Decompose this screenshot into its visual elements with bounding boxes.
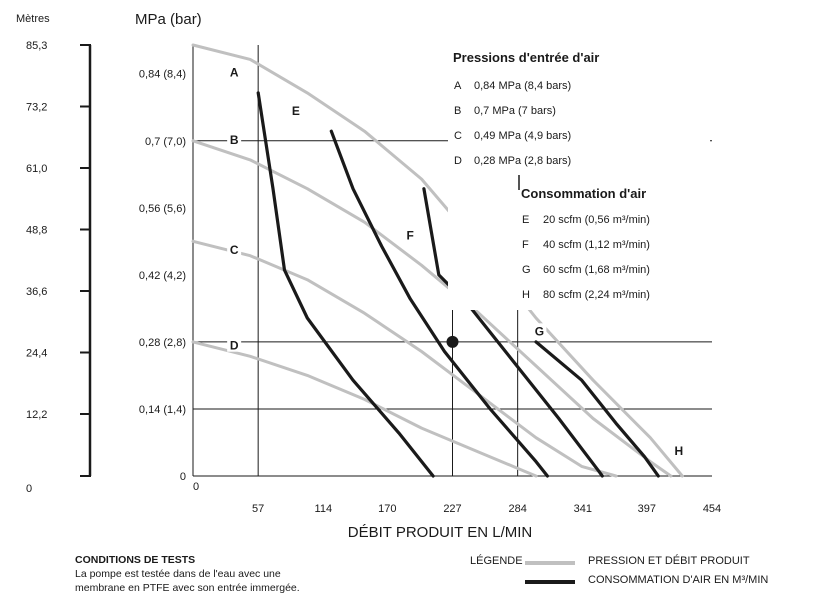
legend-swatch-air — [525, 580, 575, 584]
series-label-F: F — [407, 229, 414, 243]
pressures-legend-key: C — [454, 130, 462, 142]
air-legend-text: 80 scfm (2,24 m³/min) — [543, 289, 650, 301]
left-axis-tick-label: 0 — [26, 483, 32, 495]
left-axis-tick-label: 36,6 — [26, 286, 47, 298]
y-tick-label: 0,28 (2,8) — [139, 337, 186, 349]
series-label-bg — [671, 443, 686, 458]
x-tick-label: 0 — [193, 481, 199, 493]
legend-label: LÉGENDE — [470, 555, 523, 567]
series-line-F — [329, 129, 549, 478]
x-tick-label: 284 — [508, 503, 526, 515]
series-label-A: A — [230, 66, 239, 80]
series-label-D: D — [230, 339, 239, 353]
air-legend-key: G — [522, 264, 531, 276]
series-line-H — [534, 340, 660, 478]
series-line-C — [191, 239, 618, 478]
series-line-G — [422, 187, 604, 478]
air-legend-text: 40 scfm (1,12 m³/min) — [543, 239, 650, 251]
y-tick-label: 0,84 (8,4) — [139, 69, 186, 81]
y-tick-label: 0 — [180, 471, 186, 483]
left-axis-tick-label: 85,3 — [26, 40, 47, 52]
in-chart-legend-bg — [448, 40, 710, 310]
y-tick-label: 0,14 (1,4) — [139, 404, 186, 416]
y-tick-label: 0,56 (5,6) — [139, 203, 186, 215]
x-tick-label: 227 — [443, 503, 461, 515]
pressures-legend-text: 0,84 MPa (8,4 bars) — [474, 80, 571, 92]
series-label-bg — [532, 323, 547, 338]
air-legend-key: F — [522, 239, 529, 251]
x-axis-title: DÉBIT PRODUIT EN L/MIN — [348, 524, 532, 541]
pressures-legend-key: A — [454, 80, 462, 92]
y-tick-label: 0,7 (7,0) — [145, 136, 186, 148]
series-label-H: H — [675, 444, 684, 458]
air-legend-text: 20 scfm (0,56 m³/min) — [543, 214, 650, 226]
left-axis-tick-label: 73,2 — [26, 102, 47, 114]
series-line-E — [256, 91, 435, 478]
left-axis-tick-label: 48,8 — [26, 225, 47, 237]
x-tick-label: 114 — [315, 503, 333, 515]
series-label-G: G — [535, 324, 544, 338]
legend-text-air: CONSOMMATION D'AIR EN M³/MIN — [588, 574, 769, 586]
series-line-D — [191, 340, 538, 478]
pressures-legend-key: B — [454, 105, 461, 117]
test-conditions-title: CONDITIONS DE TESTS — [75, 554, 196, 566]
air-legend-text: 60 scfm (1,68 m³/min) — [543, 264, 650, 276]
in-chart-legend: Pressions d'entrée d'air A 0,84 MPa (8,4 b… — [448, 40, 710, 310]
series-labels: A B C D E F G H — [227, 64, 686, 458]
legend: LÉGENDE PRESSION ET DÉBIT PRODUIT CONSOM… — [470, 553, 810, 593]
test-conditions: CONDITIONS DE TESTS La pompe est testée … — [75, 553, 395, 595]
legend-text-pressure: PRESSION ET DÉBIT PRODUIT — [588, 555, 750, 567]
pressures-legend-text: 0,28 MPa (2,8 bars) — [474, 155, 571, 167]
y-axis-title: MPa (bar) — [135, 11, 202, 28]
left-axis-title: Mètres — [16, 13, 50, 25]
x-tick-label: 454 — [703, 503, 721, 515]
x-tick-label: 57 — [252, 503, 264, 515]
series-label-bg — [227, 241, 242, 256]
pressures-legend-key: D — [454, 155, 462, 167]
x-tick-label: 170 — [378, 503, 396, 515]
pressures-legend-text: 0,49 MPa (4,9 bars) — [474, 130, 571, 142]
x-tick-label: 341 — [574, 503, 592, 515]
series-label-bg — [227, 64, 242, 79]
air-legend-key: E — [522, 214, 529, 226]
series-label-bg — [227, 337, 242, 352]
operating-point-marker — [446, 335, 459, 348]
x-tick-label: 397 — [638, 503, 656, 515]
y-tick-label: 0,42 (4,2) — [139, 270, 186, 282]
left-axis-tick-label: 24,4 — [26, 348, 47, 360]
left-axis-tick-label: 61,0 — [26, 163, 47, 175]
pressures-legend-text: 0,7 MPa (7 bars) — [474, 105, 556, 117]
left-axis-tick-label: 12,2 — [26, 409, 47, 421]
series-label-C: C — [230, 243, 239, 257]
air-legend-key: H — [522, 289, 530, 301]
test-conditions-line2: membrane en PTFE avec son entrée immergé… — [75, 582, 300, 594]
pressures-legend-title: Pressions d'entrée d'air — [453, 50, 599, 65]
series-label-bg — [227, 131, 242, 146]
series-label-E: E — [292, 104, 300, 118]
series-label-B: B — [230, 133, 239, 147]
air-legend-title: Consommation d'air — [521, 186, 646, 201]
series-label-bg — [403, 227, 418, 242]
test-conditions-line1: La pompe est testée dans de l'eau avec u… — [75, 568, 281, 580]
axes: Mètres 85,3 73,2 61,0 48,8 36,6 24,4 12,2 0 MPa (… — [16, 11, 721, 541]
series-label-bg — [288, 103, 303, 118]
legend-swatch-pressure — [525, 561, 575, 565]
